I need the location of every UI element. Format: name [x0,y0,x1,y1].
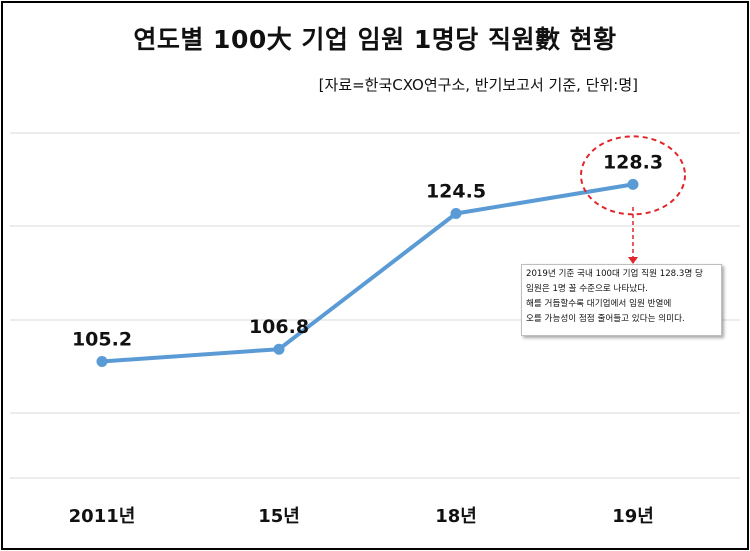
annotation-line: 임원은 1명 꼴 수준으로 나타났다. [526,284,648,294]
annotation-box: 2019년 기준 국내 100대 기업 직원 128.3명 당 임원은 1명 꼴… [521,264,722,336]
data-point [96,355,108,367]
data-label: 106.8 [249,316,309,338]
series-line [100,182,635,364]
highlight-ellipse [580,135,686,216]
data-label: 105.2 [72,328,132,350]
highlight-marker [580,135,686,264]
x-tick-labels: 2011년 15년 18년 19년 [69,506,654,527]
annotation-line: 오를 가능성이 점점 줄어들고 있다는 의미다. [526,314,685,324]
chart-title: 연도별 100大 기업 임원 1명당 직원數 현황 [133,25,617,54]
data-point [450,208,462,219]
annotation-line: 해를 거듭할수록 대기업에서 임원 반열에 [526,299,672,309]
callout-arrowhead [628,257,638,264]
series-values [96,178,639,367]
data-label: 124.5 [426,181,486,203]
data-label: 128.3 [603,151,663,173]
source-note: [자료=한국CXO연구소, 반기보고서 기준, 단위:명] [318,76,638,94]
data-point [627,178,639,190]
x-tick-label: 19년 [612,506,654,527]
x-tick-label: 15년 [258,506,300,527]
x-tick-label: 2011년 [69,506,136,527]
annotation-line: 2019년 기준 국내 100대 기업 직원 128.3명 당 [526,269,703,279]
data-point [273,343,285,355]
data-labels: 105.2 106.8 124.5 128.3 [72,151,663,350]
x-tick-label: 18년 [435,506,477,527]
